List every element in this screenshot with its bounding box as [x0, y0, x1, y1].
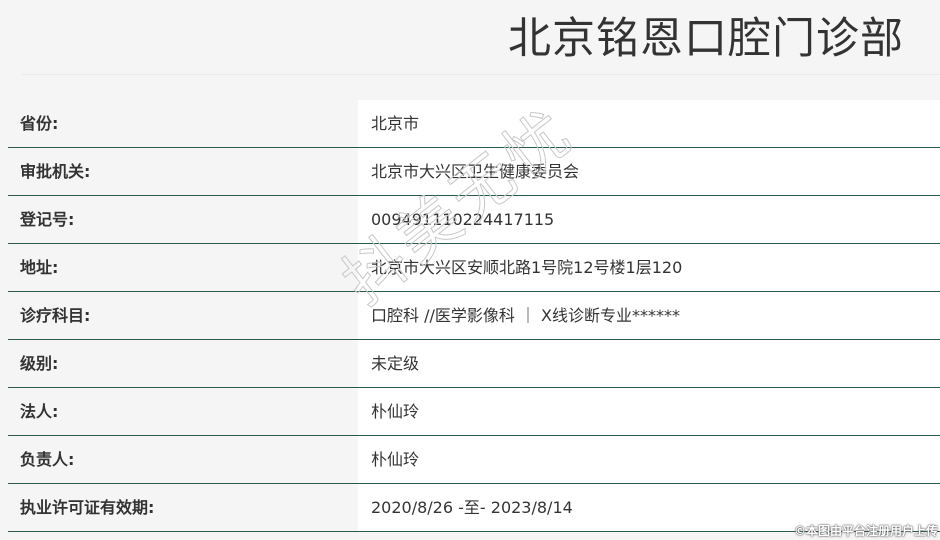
row-label: 执业许可证有效期:: [20, 498, 155, 517]
copyright-notice: ©本图由平台注册用户上传: [793, 524, 938, 538]
divider: [22, 74, 940, 75]
row-label: 省份:: [20, 114, 59, 133]
page-title: 北京铭恩口腔门诊部: [508, 14, 904, 64]
row-value: 2020/8/26 -至- 2023/8/14: [358, 484, 940, 531]
row-label: 级别:: [20, 354, 59, 373]
row-label: 诊疗科目:: [20, 306, 91, 325]
row-value: 北京市: [358, 100, 940, 147]
row-value: 北京市大兴区卫生健康委员会: [358, 148, 940, 195]
row-label: 地址:: [20, 258, 59, 277]
table-row: 登记号: 009491110224417115: [8, 196, 940, 244]
table-row: 诊疗科目: 口腔科 //医学影像科 ｜ X线诊断专业******: [8, 292, 940, 340]
table-row: 地址: 北京市大兴区安顺北路1号院12号楼1层120: [8, 244, 940, 292]
table-row: 省份: 北京市: [8, 100, 940, 148]
row-label: 审批机关:: [20, 162, 91, 181]
table-row: 审批机关: 北京市大兴区卫生健康委员会: [8, 148, 940, 196]
row-label: 负责人:: [20, 450, 75, 469]
table-row: 执业许可证有效期: 2020/8/26 -至- 2023/8/14: [8, 484, 940, 532]
row-label: 法人:: [20, 402, 59, 421]
row-value: 朴仙玲: [358, 436, 940, 483]
info-table: 省份: 北京市审批机关: 北京市大兴区卫生健康委员会登记号: 009491110224…: [8, 100, 940, 532]
row-value: 009491110224417115: [358, 196, 940, 243]
row-value: 朴仙玲: [358, 388, 940, 435]
row-value: 口腔科 //医学影像科 ｜ X线诊断专业******: [358, 292, 940, 339]
row-label: 登记号:: [20, 210, 75, 229]
row-value: 北京市大兴区安顺北路1号院12号楼1层120: [358, 244, 940, 291]
row-value: 未定级: [358, 340, 940, 387]
table-row: 负责人: 朴仙玲: [8, 436, 940, 484]
table-row: 法人: 朴仙玲: [8, 388, 940, 436]
table-row: 级别: 未定级: [8, 340, 940, 388]
